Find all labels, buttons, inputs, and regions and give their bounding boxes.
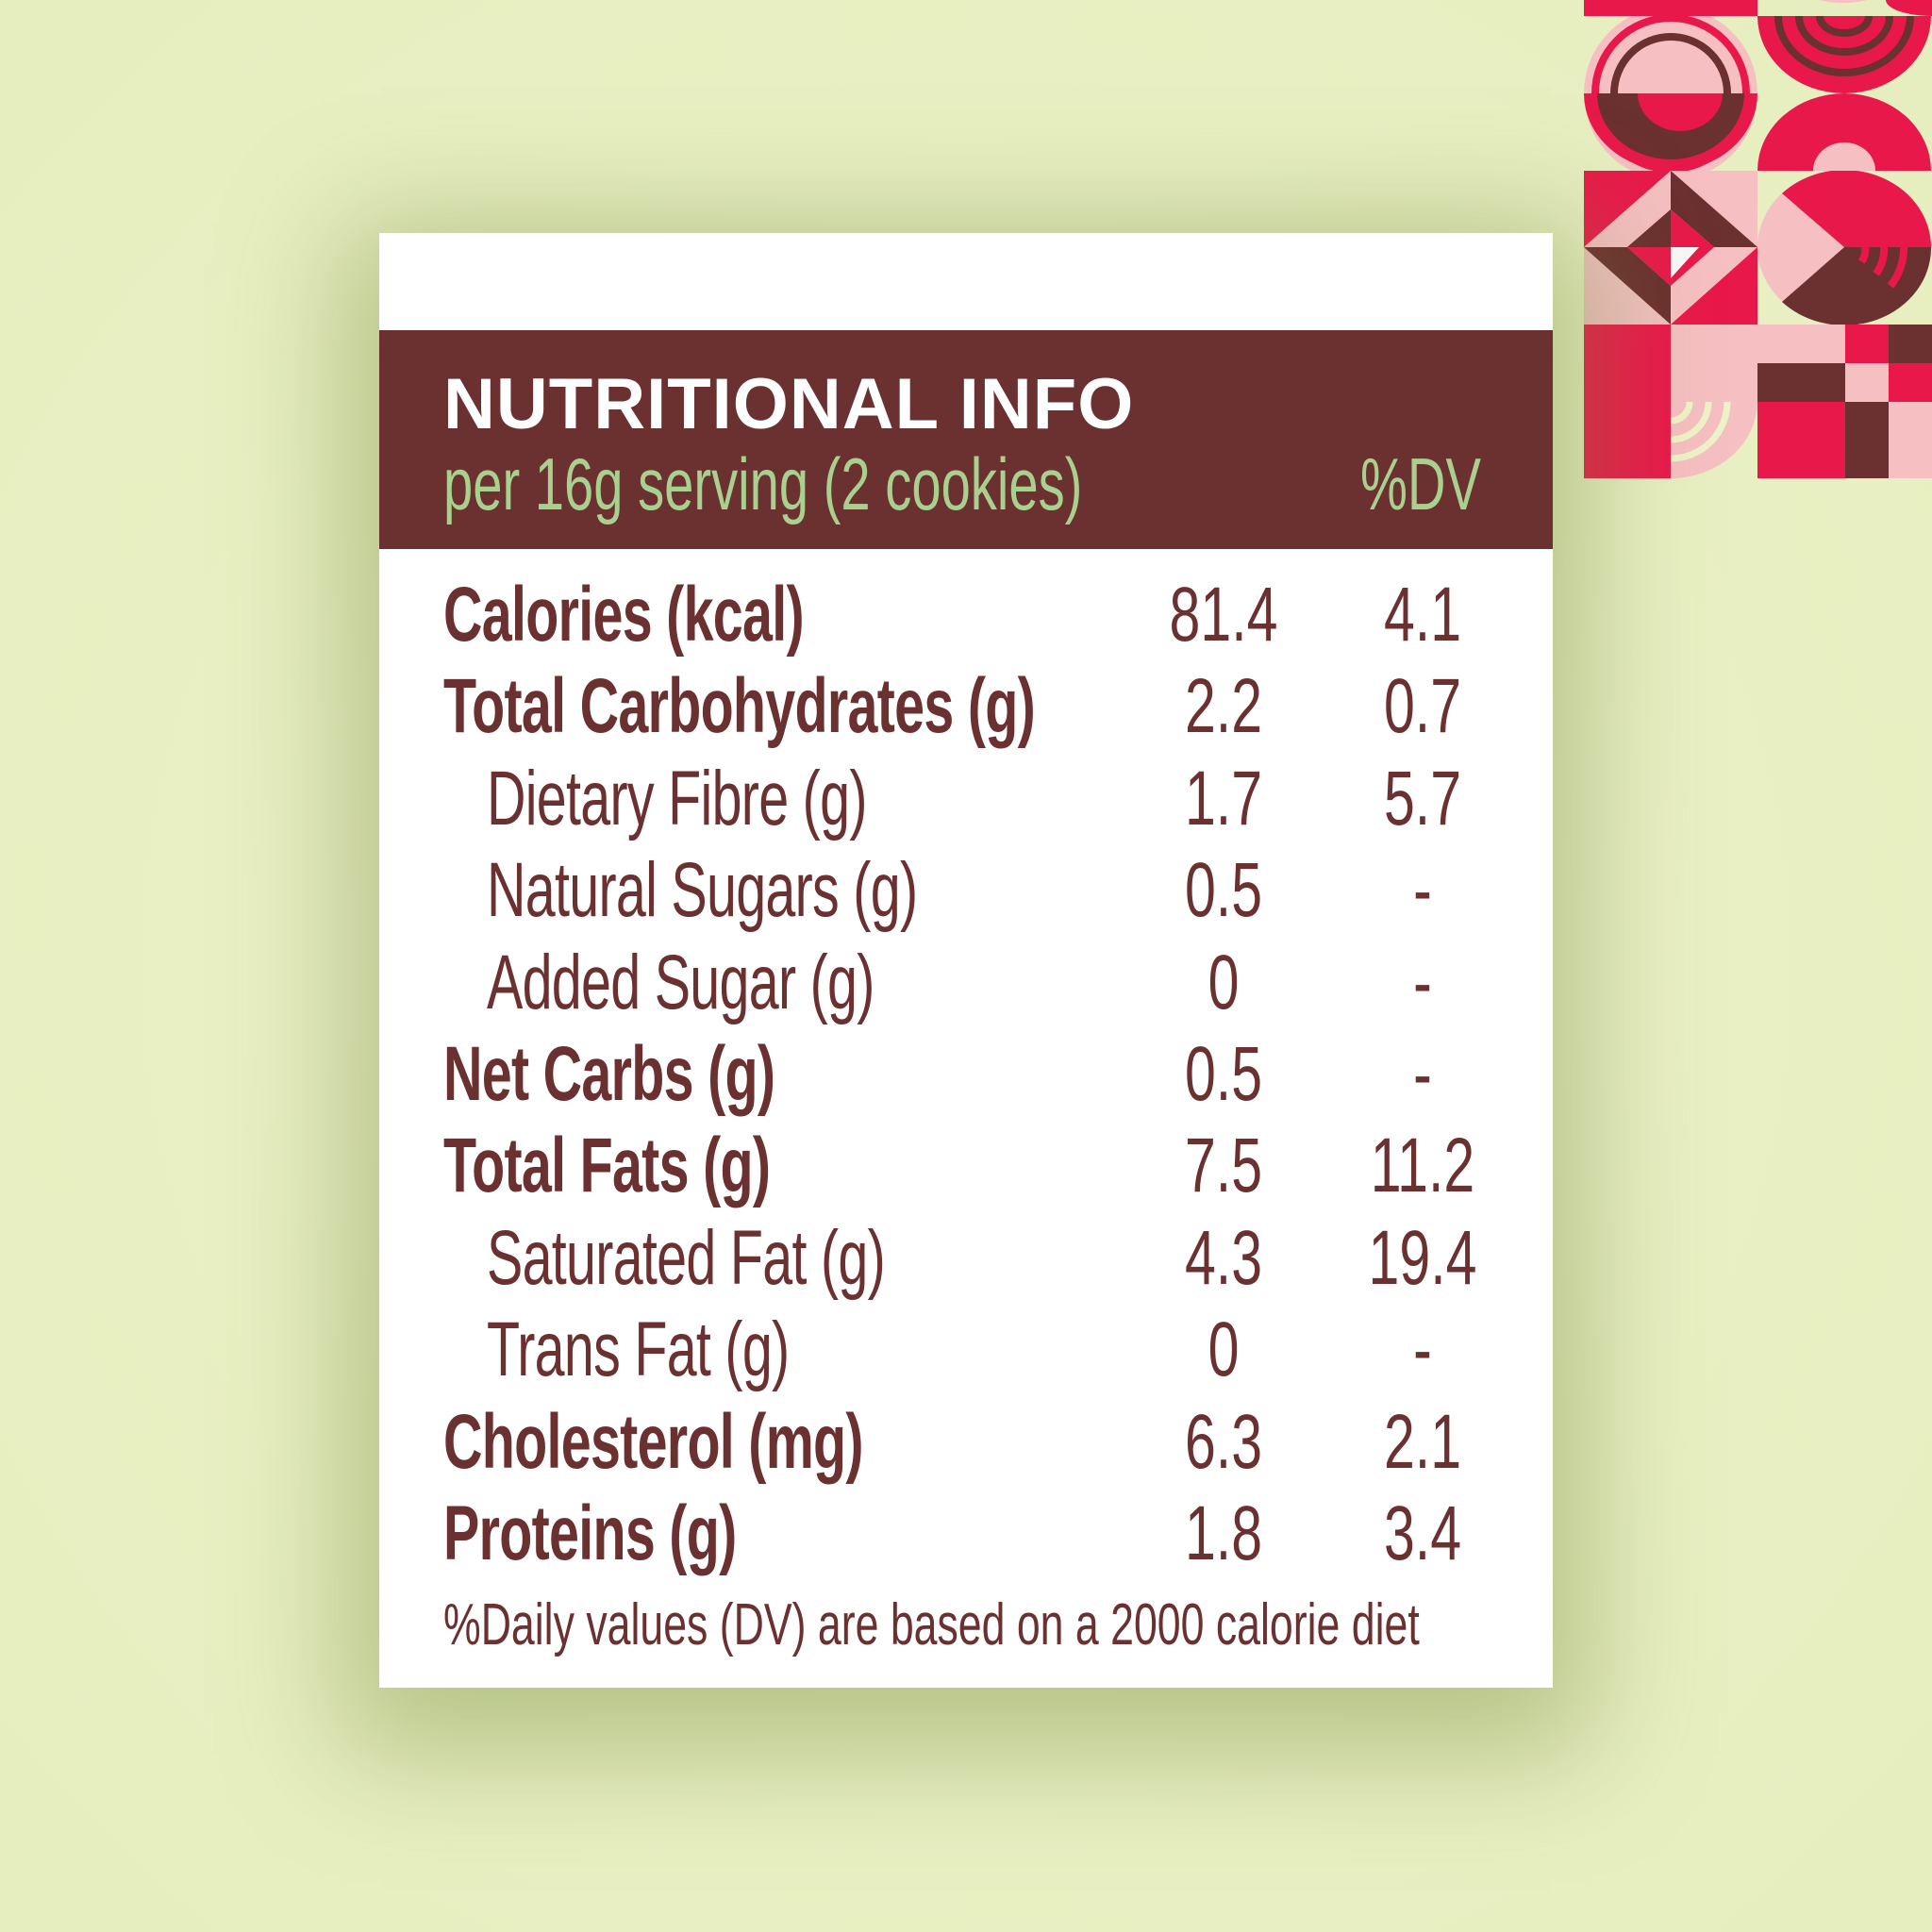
nutrient-dv: - xyxy=(1413,1031,1432,1117)
nutrient-value: 7.5 xyxy=(1184,1123,1263,1209)
nutrient-value: 0 xyxy=(1208,1307,1240,1393)
nutrient-label: Calories (kcal) xyxy=(443,572,805,658)
header-band: NUTRITIONAL INFO per 16g serving (2 cook… xyxy=(379,330,1553,549)
nutrient-dv: 11.2 xyxy=(1370,1123,1475,1209)
nutrient-row: Proteins (g) 1.8 3.4 xyxy=(379,1490,1553,1576)
nutrient-label: Cholesterol (mg) xyxy=(443,1398,864,1485)
dv-column-header: %DV xyxy=(1360,442,1481,525)
nutrient-dv: 0.7 xyxy=(1383,663,1462,750)
nutrient-value: 1.8 xyxy=(1184,1491,1263,1576)
nutrient-value: 4.3 xyxy=(1184,1214,1263,1301)
nutrient-row: Trans Fat (g) 0 - xyxy=(379,1306,1553,1393)
nutrient-value: 0.5 xyxy=(1184,847,1263,934)
nutrient-dv: - xyxy=(1413,847,1432,934)
nutrient-row: Natural Sugars (g) 0.5 - xyxy=(379,846,1553,933)
nutrient-dv: - xyxy=(1413,939,1432,1025)
nutrient-label: Saturated Fat (g) xyxy=(487,1214,886,1301)
nutrient-row: Dietary Fibre (g) 1.7 5.7 xyxy=(379,755,1553,841)
decorative-geometric-pattern xyxy=(1584,0,1932,478)
nutrient-label: Added Sugar (g) xyxy=(487,939,874,1025)
nutrient-label: Total Fats (g) xyxy=(443,1123,771,1209)
nutrient-dv: 2.1 xyxy=(1383,1398,1462,1485)
serving-size: per 16g serving (2 cookies) xyxy=(443,442,1083,525)
nutrient-dv: 19.4 xyxy=(1368,1214,1477,1301)
footnote: %Daily values (DV) are based on a 2000 c… xyxy=(443,1592,1420,1657)
nutrient-dv: 5.7 xyxy=(1383,755,1462,841)
nutrient-row: Calories (kcal) 81.4 4.1 xyxy=(379,571,1553,658)
nutrient-row: Total Carbohydrates (g) 2.2 0.7 xyxy=(379,662,1553,749)
nutrient-row: Total Fats (g) 7.5 11.2 xyxy=(379,1122,1553,1209)
nutrient-value: 81.4 xyxy=(1169,572,1278,658)
nutrient-value: 1.7 xyxy=(1184,755,1263,841)
nutrient-dv: - xyxy=(1413,1307,1432,1393)
nutrient-row: Saturated Fat (g) 4.3 19.4 xyxy=(379,1214,1553,1301)
nutrition-card: NUTRITIONAL INFO per 16g serving (2 cook… xyxy=(379,233,1553,1688)
nutrient-label: Total Carbohydrates (g) xyxy=(443,663,1036,750)
nutrient-row: Net Carbs (g) 0.5 - xyxy=(379,1030,1553,1117)
nutrient-dv: 4.1 xyxy=(1383,572,1462,658)
nutrient-value: 0 xyxy=(1208,939,1240,1025)
nutrient-dv: 3.4 xyxy=(1383,1491,1462,1576)
nutrient-label: Net Carbs (g) xyxy=(443,1031,775,1117)
nutrient-label: Dietary Fibre (g) xyxy=(487,755,867,841)
nutrient-value: 2.2 xyxy=(1184,663,1263,750)
nutrient-label: Trans Fat (g) xyxy=(487,1307,790,1393)
nutrient-row: Cholesterol (mg) 6.3 2.1 xyxy=(379,1398,1553,1485)
nutrient-row: Added Sugar (g) 0 - xyxy=(379,939,1553,1025)
title: NUTRITIONAL INFO xyxy=(443,364,1135,444)
nutrient-label: Proteins (g) xyxy=(443,1491,737,1576)
nutrient-label: Natural Sugars (g) xyxy=(487,847,918,934)
nutrient-value: 6.3 xyxy=(1184,1398,1263,1485)
nutrient-value: 0.5 xyxy=(1184,1031,1263,1117)
